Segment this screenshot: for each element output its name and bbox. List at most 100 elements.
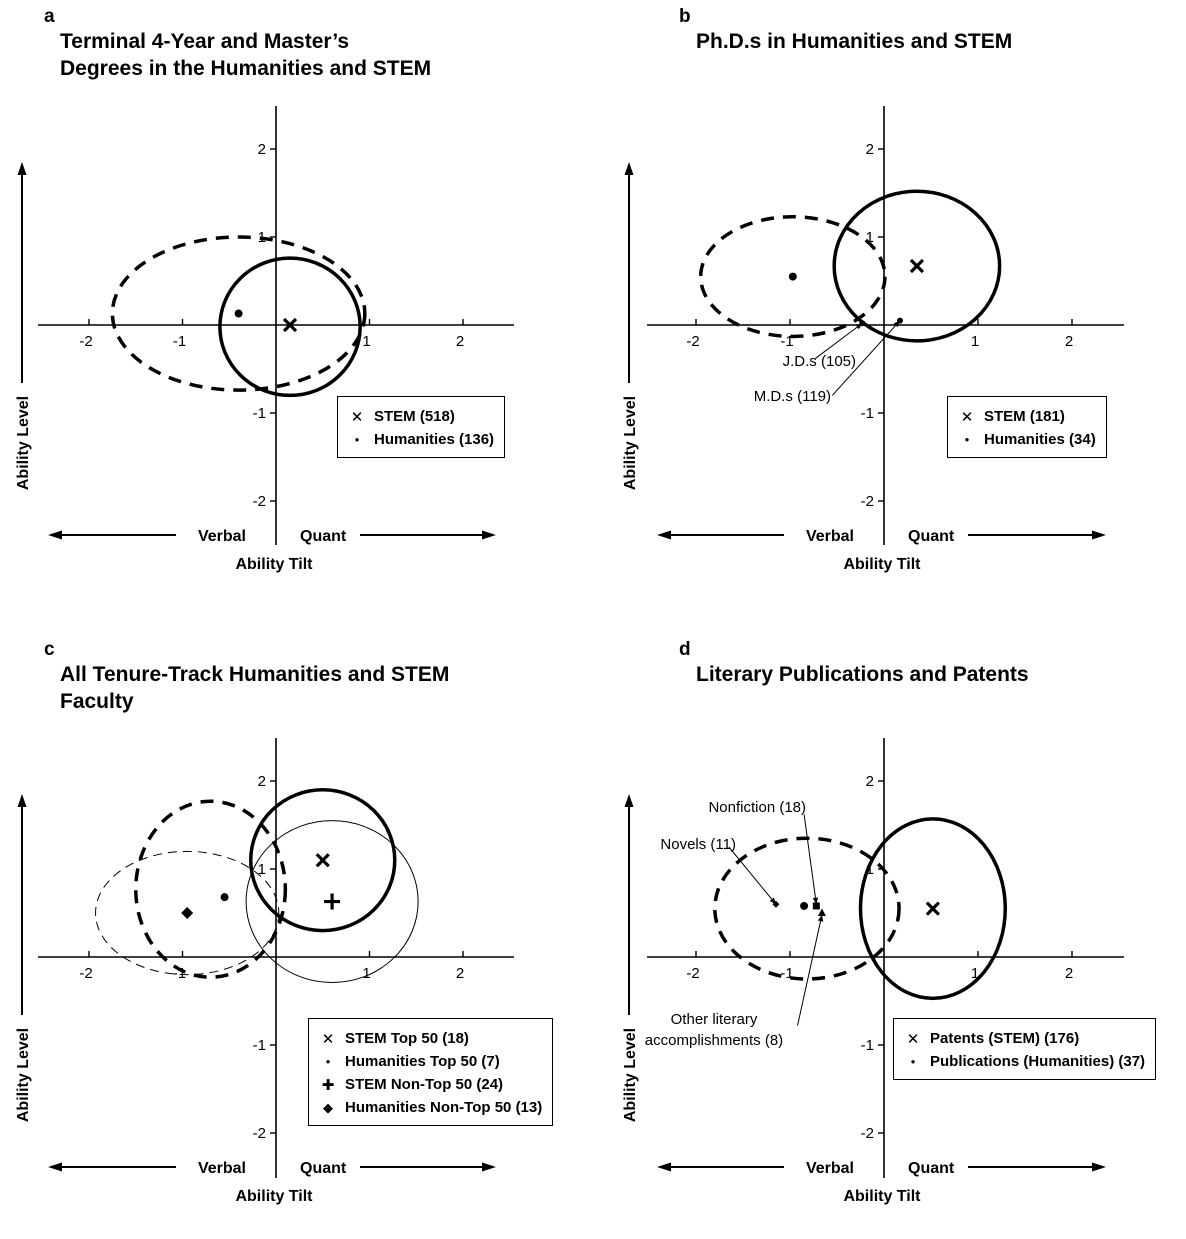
annotation-label-line: accomplishments (8): [645, 1032, 783, 1049]
legend-label: Humanities Non-Top 50 (13): [345, 1099, 543, 1116]
annotation-arrowhead: [817, 914, 824, 922]
legend-marker-x: ✕: [321, 1030, 335, 1048]
verbal-arrow-head: [657, 530, 671, 540]
x-axis-label: Ability Tilt: [235, 556, 313, 573]
x-tick-label: 1: [362, 333, 370, 350]
x-tick-label: -2: [686, 965, 699, 982]
chart-legend: ✕ STEM (518) ● Humanities (136): [337, 396, 506, 458]
legend-marker-x: ✕: [906, 1030, 920, 1048]
verbal-label: Verbal: [806, 528, 854, 545]
legend-marker-dot: ●: [964, 435, 970, 444]
y-tick-label: 1: [866, 861, 874, 878]
quant-arrow-head: [482, 1162, 496, 1172]
data-point: [909, 258, 925, 274]
y-tick-label: -1: [253, 1037, 266, 1054]
panel-d: d Literary Publications and Patents -2 -1…: [593, 633, 1186, 1239]
data-point: [896, 317, 903, 324]
y-tick-label: 2: [258, 773, 266, 790]
legend-item: ● Humanities (34): [958, 428, 1096, 451]
verbal-arrow-head: [48, 1162, 62, 1172]
legend-marker-dot: ●: [325, 1057, 331, 1066]
group-ellipse: [134, 799, 288, 979]
legend-item: ✚ STEM Non-Top 50 (24): [319, 1073, 542, 1096]
data-point: [925, 901, 941, 916]
quant-arrow-head: [1092, 1162, 1106, 1172]
verbal-label: Verbal: [198, 1160, 246, 1177]
legend-item: ● Humanities Top 50 (7): [319, 1050, 542, 1073]
x-tick-label: 2: [456, 965, 464, 982]
legend-marker-diamond: ◆: [323, 1099, 333, 1115]
x-tick-label: -1: [780, 333, 793, 350]
y-tick-label: -1: [861, 405, 874, 422]
legend-item: ● Publications (Humanities) (37): [904, 1050, 1145, 1073]
chart-legend: ✕ STEM Top 50 (18) ● Humanities Top 50 (7) ✚…: [308, 1018, 554, 1126]
panel-b: b Ph.D.s in Humanities and STEM -2 -1 1 2 -2…: [593, 0, 1186, 606]
legend-marker-x: ✕: [960, 408, 974, 426]
panel-letter: a: [44, 6, 55, 27]
data-point: [181, 907, 194, 919]
panel-c: c All Tenure-Track Humanities and STEM F…: [0, 633, 593, 1239]
data-point: [788, 272, 797, 281]
quant-label: Quant: [908, 528, 955, 545]
annotation-leader: [728, 846, 777, 905]
data-point: [324, 893, 341, 910]
annotation-label: M.D.s (119): [754, 388, 831, 405]
y-tick-label: 1: [258, 861, 266, 878]
legend-label: Patents (STEM) (176): [930, 1030, 1080, 1047]
legend-label: STEM Non-Top 50 (24): [345, 1076, 504, 1093]
data-point: [315, 853, 330, 868]
y-arrow-head: [624, 162, 634, 175]
group-ellipse: [218, 256, 362, 398]
legend-item: ✕ STEM (518): [348, 405, 494, 428]
chart-plot: -2 -1 1 2 -2 -1 1 2 J.D.s (105) M.D.s (119) Abilit…: [622, 106, 1124, 573]
y-tick-label: 2: [258, 141, 266, 158]
y-axis-label: Ability Level: [622, 396, 639, 490]
legend-label: Humanities Top 50 (7): [345, 1053, 500, 1070]
data-point: [859, 320, 866, 327]
annotation-label-line: Other literary: [671, 1011, 758, 1028]
x-tick-label: 2: [456, 333, 464, 350]
legend-marker-dot: ●: [354, 435, 360, 444]
panel-a: a Terminal 4-Year and Master’s Degrees i…: [0, 0, 593, 606]
legend-item: ● Humanities (136): [348, 428, 494, 451]
y-tick-label: -1: [861, 1037, 874, 1054]
panel-title: All Tenure-Track Humanities and STEM Fac…: [60, 663, 450, 713]
quant-label: Quant: [300, 528, 347, 545]
data-point: [220, 893, 229, 902]
y-axis-label: Ability Level: [622, 1028, 639, 1122]
x-axis-label: Ability Tilt: [235, 1188, 313, 1205]
x-tick-label: -2: [79, 333, 92, 350]
y-tick-label: 2: [866, 141, 874, 158]
legend-marker-plus: ✚: [321, 1076, 335, 1094]
verbal-label: Verbal: [806, 1160, 854, 1177]
legend-marker-x: ✕: [350, 408, 364, 426]
annotation-leader: [803, 814, 817, 905]
verbal-arrow-head: [48, 530, 62, 540]
quant-arrow-head: [482, 530, 496, 540]
y-arrow-head: [624, 794, 634, 807]
y-tick-label: -2: [861, 493, 874, 510]
panel-letter: b: [679, 6, 691, 27]
annotation-label: J.D.s (105): [783, 353, 856, 370]
data-point: [234, 309, 243, 318]
legend-label: STEM (518): [374, 408, 455, 425]
panel-letter: d: [679, 639, 691, 660]
group-ellipse: [858, 817, 1008, 1001]
panel-title: Ph.D.s in Humanities and STEM: [696, 30, 1013, 53]
x-tick-label: 2: [1065, 333, 1073, 350]
panel-title: Literary Publications and Patents: [696, 663, 1029, 686]
group-ellipse: [832, 189, 1002, 343]
data-point: [812, 902, 820, 910]
legend-label: Humanities (34): [984, 431, 1096, 448]
group-ellipse: [698, 215, 887, 339]
annotation-leader: [831, 320, 901, 396]
group-ellipse: [110, 235, 367, 392]
legend-item: ✕ Patents (STEM) (176): [904, 1027, 1145, 1050]
x-axis-label: Ability Tilt: [843, 1188, 921, 1205]
quant-arrow-head: [1092, 530, 1106, 540]
